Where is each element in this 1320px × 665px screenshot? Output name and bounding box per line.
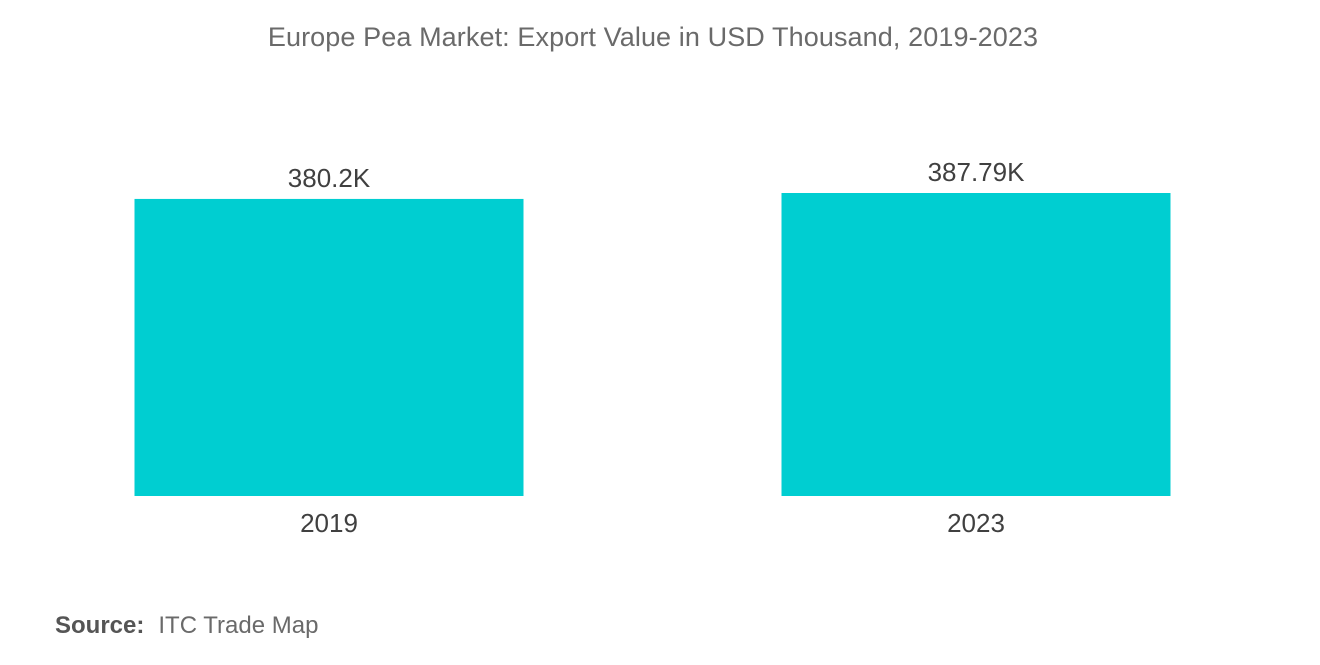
bar-chart: 380.2K 2019 387.79K 2023 xyxy=(134,157,1171,538)
source-note: Source: ITC Trade Map xyxy=(55,612,318,640)
chart-title: Europe Pea Market: Export Value in USD T… xyxy=(267,22,1039,52)
data-label-2019: 380.2K xyxy=(288,163,371,193)
bar-2023 xyxy=(781,193,1171,496)
source-label: Source: xyxy=(55,612,145,639)
source-text: ITC Trade Map xyxy=(158,612,319,639)
bar-2019 xyxy=(134,198,524,496)
x-tick-label-2019: 2019 xyxy=(300,508,358,538)
data-label-2023: 387.79K xyxy=(928,157,1026,187)
x-tick-label-2023: 2023 xyxy=(947,508,1005,538)
